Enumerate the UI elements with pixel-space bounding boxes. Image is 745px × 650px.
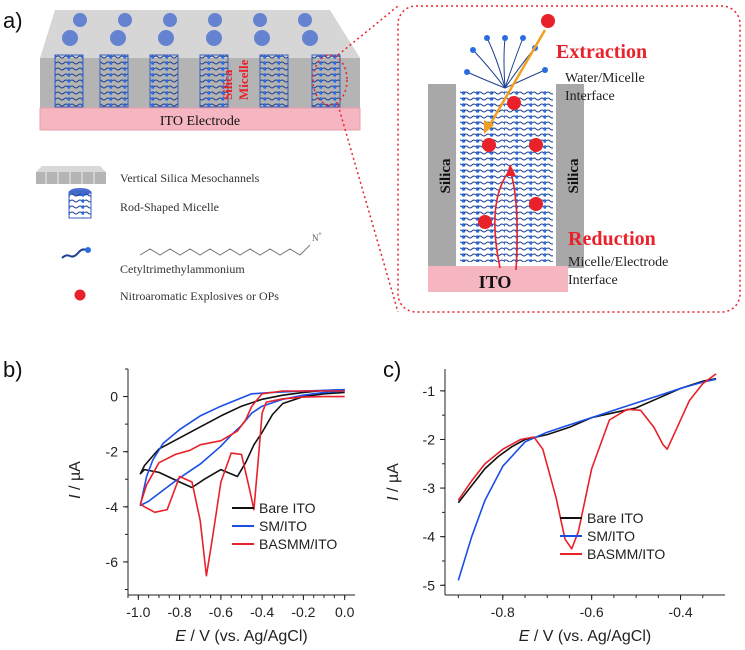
y-tick-label: -4: [423, 529, 436, 545]
silica-label: Silica: [220, 69, 235, 100]
extraction-arrow: [486, 29, 547, 129]
zoom-silica-right-label: Silica: [566, 158, 582, 194]
legend-item-analyte: Nitroaromatic Explosives or OPs: [120, 289, 279, 303]
electrode-interface-line2: Interface: [568, 273, 618, 288]
legend-label: SM/ITO: [259, 518, 307, 534]
silica-block: [40, 10, 360, 108]
extraction-label: Extraction: [556, 41, 647, 63]
y-tick-label: 0: [110, 389, 118, 405]
legend-item-micelle: Rod-Shaped Micelle: [120, 200, 219, 214]
y-axis-label: I / µA: [385, 463, 402, 501]
micelle-label: Micelle: [236, 59, 251, 100]
legend-item-mesochannels: Vertical Silica Mesochannels: [120, 171, 260, 185]
zoom-analyte-dots: [478, 14, 555, 229]
x-axis-label: E / V (vs. Ag/AgCl): [519, 628, 651, 645]
y-tick-label: -2: [423, 431, 436, 447]
zoom-line-bottom: [337, 104, 399, 313]
series-line-bare-ito: [457, 377, 717, 504]
y-tick-label: -6: [106, 554, 119, 570]
molecule-skeleton-icon: N +: [139, 230, 322, 256]
x-tick-label: -0.2: [291, 604, 315, 620]
ito-electrode-label: ITO Electrode: [160, 114, 240, 129]
series-line-sm-ito: [457, 378, 717, 581]
panel-a-letter: a): [3, 8, 23, 33]
x-tick-label: 0.0: [335, 604, 355, 620]
silica-mesochannel-icon: [36, 166, 106, 184]
legend-label: BASMM/ITO: [587, 546, 665, 562]
panel-b-letter: b): [3, 357, 23, 382]
zoom-box: [397, 5, 741, 313]
x-tick-label: -0.4: [250, 604, 274, 620]
water-interface-line1: Water/Micelle: [565, 71, 645, 86]
zoom-silica-right: [556, 84, 584, 268]
y-axis-label: I / µA: [67, 461, 84, 499]
x-tick-label: -0.8: [491, 604, 515, 620]
legend-label: Bare ITO: [587, 510, 644, 526]
y-tick-label: -4: [106, 499, 119, 515]
x-tick-label: -0.8: [168, 604, 192, 620]
ito-electrode: [39, 107, 361, 131]
zoom-silica-left-label: Silica: [438, 158, 454, 194]
svg-text:N: N: [312, 233, 319, 243]
x-tick-label: -0.4: [668, 604, 692, 620]
rod-micelle-icon: [68, 188, 92, 219]
legend-label: BASMM/ITO: [259, 536, 337, 552]
red-dot-icon: [74, 289, 86, 301]
y-tick-label: -3: [423, 480, 436, 496]
ctab-molecule-icon: [61, 247, 91, 259]
y-tick-label: -5: [423, 577, 436, 593]
x-tick-label: -1.0: [126, 604, 150, 620]
electrode-interface-line1: Micelle/Electrode: [568, 255, 668, 270]
zoom-ito: [428, 266, 568, 292]
x-tick-label: -0.6: [580, 604, 604, 620]
micelle-columns: [54, 54, 341, 108]
series-line-sm-ito: [139, 388, 345, 507]
y-tick-label: -2: [106, 444, 119, 460]
panel-a-schematic: Silica Micelle ITO Electrode N +: [36, 5, 741, 313]
x-axis-label: E / V (vs. Ag/AgCl): [175, 628, 307, 645]
zoom-silica-left: [428, 84, 456, 268]
zoom-ellipse: [312, 54, 348, 106]
x-tick-label: -0.6: [209, 604, 233, 620]
y-tick-label: -1: [423, 383, 436, 399]
series-line-basmm-ito: [457, 373, 717, 550]
panel-c-letter: c): [383, 357, 402, 382]
zoom-ito-label: ITO: [479, 272, 512, 292]
legend-item-ctab: Cetyltrimethylammonium: [120, 262, 245, 276]
svg-text:+: +: [318, 230, 322, 238]
reduction-label: Reduction: [568, 228, 656, 250]
series-line-basmm-ito: [139, 390, 345, 577]
water-interface-line2: Interface: [565, 89, 615, 104]
legend-label: Bare ITO: [259, 500, 316, 516]
legend-label: SM/ITO: [587, 528, 635, 544]
